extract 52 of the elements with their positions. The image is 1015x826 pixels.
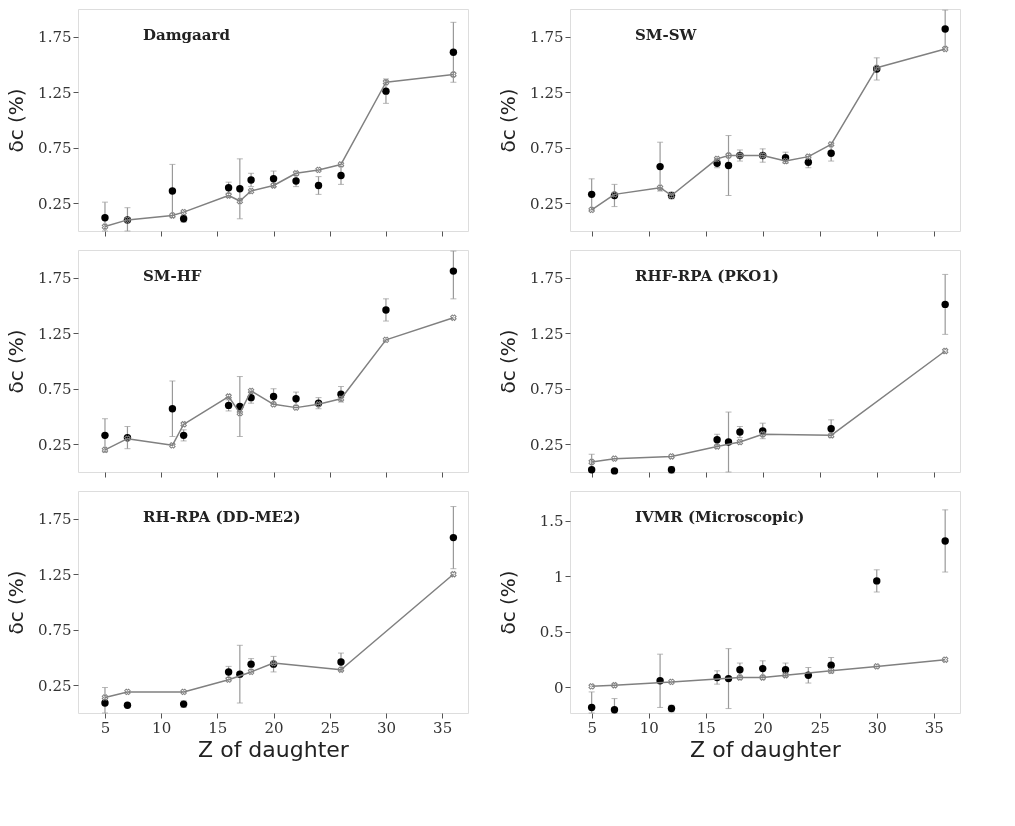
y-tick-label: 1.25 [38, 565, 72, 584]
y-axis-title: δc (%) [495, 329, 520, 394]
text: SM-SW [635, 26, 698, 44]
y-tick-label: 0.75 [530, 380, 564, 399]
y-axis-title: δc (%) [495, 570, 520, 635]
y-tick-label: 1.75 [38, 28, 72, 47]
text: Damgaard [143, 26, 231, 44]
text: SM-HF [143, 267, 202, 285]
y-tick-label: 0.75 [38, 380, 72, 399]
x-tick-label: 20 [264, 718, 284, 737]
x-tick-label: 5 [587, 718, 597, 737]
text: RHF-RPA (PKO1) [635, 267, 779, 285]
x-tick-label: 15 [696, 718, 716, 737]
y-tick-label: 0.75 [530, 139, 564, 158]
y-tick-label: 0.25 [530, 194, 564, 213]
x-tick-label: 30 [867, 718, 887, 737]
x-axis-title: Z of daughter [198, 736, 350, 762]
x-tick-label: 30 [376, 718, 396, 737]
y-tick-label: 1.75 [38, 510, 72, 529]
x-tick-label: 10 [152, 718, 172, 737]
x-tick-label: 35 [924, 718, 944, 737]
y-tick-label: 0.25 [38, 194, 72, 213]
y-tick-label: 0 [553, 678, 564, 697]
y-tick-label: 0.25 [530, 435, 564, 454]
x-tick-label: 25 [810, 718, 830, 737]
x-tick-label: 20 [753, 718, 773, 737]
x-tick-label: 15 [208, 718, 228, 737]
y-tick-label: 1.75 [530, 28, 564, 47]
y-axis-title: δc (%) [495, 88, 520, 153]
y-tick-label: 1.25 [38, 83, 72, 102]
y-tick-label: 1 [553, 567, 564, 586]
y-tick-label: 1.25 [38, 324, 72, 343]
y-axis-title: δc (%) [3, 570, 28, 635]
x-tick-label: 25 [320, 718, 340, 737]
y-tick-label: 1.5 [539, 512, 564, 531]
x-tick-label: 5 [100, 718, 111, 737]
y-tick-label: 1.25 [530, 324, 564, 343]
y-tick-label: 1.25 [530, 83, 564, 102]
y-tick-label: 1.75 [38, 269, 72, 288]
y-tick-label: 0.25 [38, 435, 72, 454]
x-tick-label: 35 [433, 718, 453, 737]
y-tick-label: 1.75 [530, 269, 564, 288]
text: IVMR (Microscopic) [635, 508, 805, 526]
y-axis-title: δc (%) [3, 88, 28, 153]
x-tick-label: 10 [639, 718, 659, 737]
y-tick-label: 0.25 [38, 676, 72, 695]
text: RH-RPA (DD-ME2) [143, 508, 301, 526]
y-tick-label: 0.75 [38, 621, 72, 640]
y-tick-label: 0.5 [539, 623, 564, 642]
y-axis-title: δc (%) [3, 329, 28, 394]
x-axis-title: Z of daughter [690, 736, 842, 762]
y-tick-label: 0.75 [38, 139, 72, 158]
